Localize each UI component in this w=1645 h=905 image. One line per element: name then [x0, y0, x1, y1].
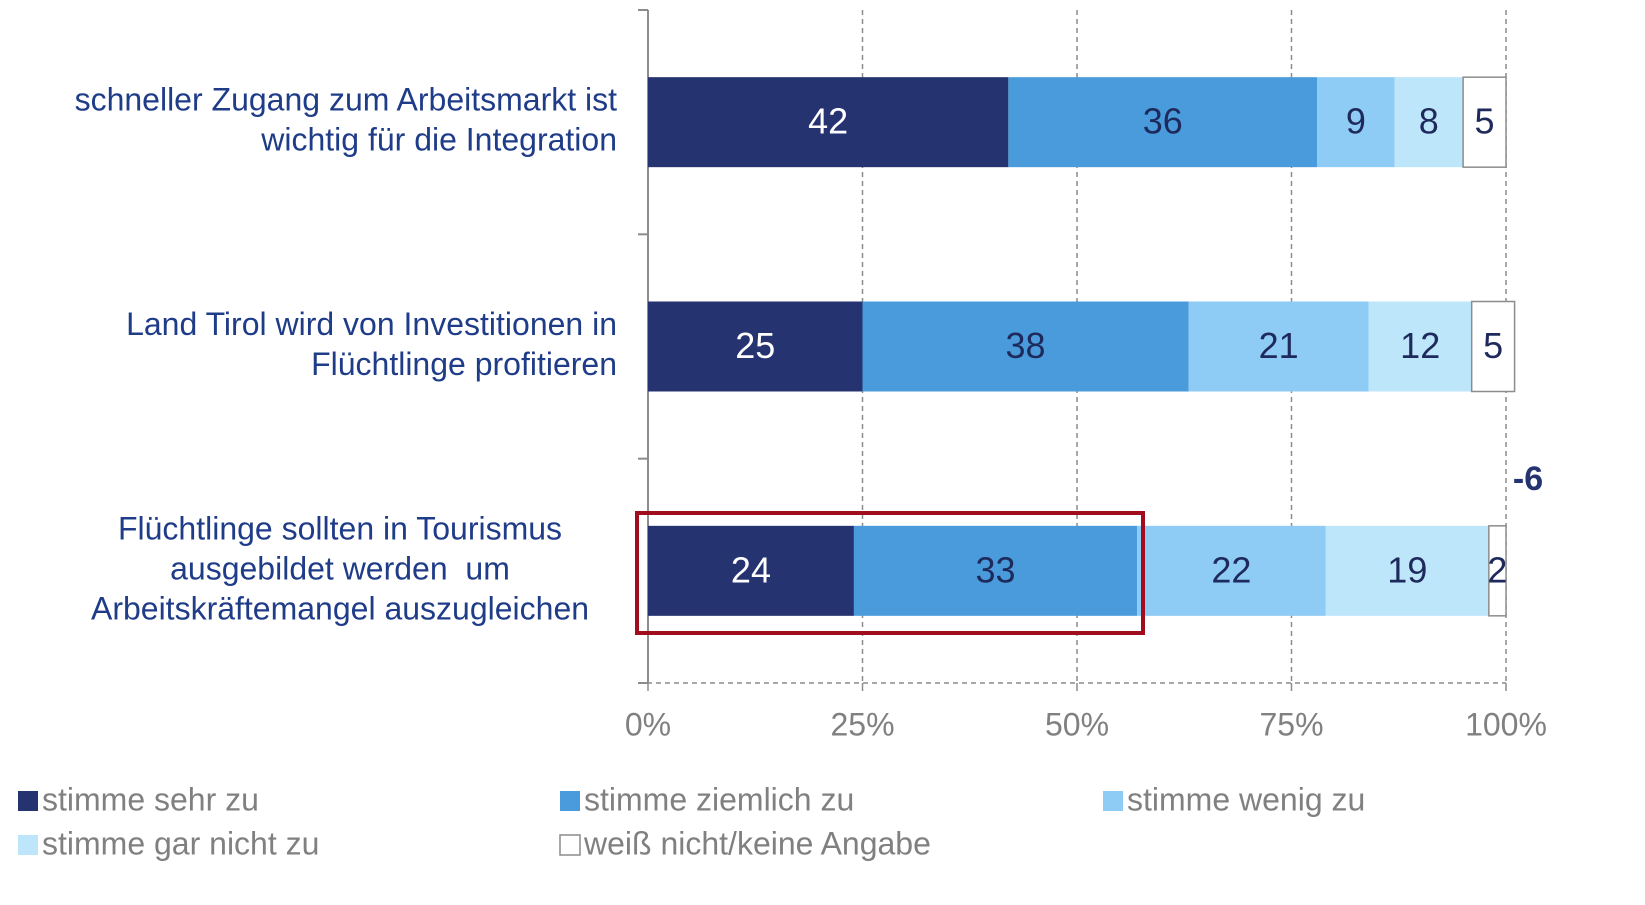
bar-segment — [1137, 525, 1326, 616]
data-label: 2 — [1487, 549, 1507, 590]
bar-segment — [853, 525, 1138, 616]
bar-segment — [1325, 525, 1489, 616]
bar-segment — [648, 77, 1009, 168]
category-label: schneller Zugang zum Arbeitsmarkt ist — [75, 82, 618, 118]
legend-label: stimme sehr zu — [42, 781, 259, 817]
category-label: Land Tirol wird von Investitionen in — [126, 306, 617, 342]
data-label: 22 — [1211, 549, 1251, 590]
data-label: 19 — [1387, 549, 1427, 590]
legend-label: stimme ziemlich zu — [584, 781, 854, 817]
highlight-box — [635, 511, 1145, 635]
bar-segment — [1470, 300, 1516, 393]
legend-label: stimme gar nicht zu — [42, 825, 319, 861]
x-tick-label: 25% — [830, 706, 894, 742]
legend-swatch — [18, 835, 38, 855]
legend-swatch — [18, 791, 38, 811]
data-label: 21 — [1259, 325, 1299, 366]
data-label: 38 — [1005, 325, 1045, 366]
data-label: 33 — [975, 549, 1015, 590]
bar-segment — [1462, 76, 1507, 168]
data-label: 12 — [1400, 325, 1440, 366]
data-label: 5 — [1475, 101, 1495, 142]
legend-swatch — [560, 791, 580, 811]
x-tick-label: 50% — [1045, 706, 1109, 742]
x-tick-label: 0% — [625, 706, 671, 742]
data-label: 9 — [1346, 101, 1366, 142]
bar-segment — [1188, 301, 1369, 392]
category-label: Arbeitskräftemangel auszugleichen — [91, 590, 589, 626]
bar-segment — [648, 525, 854, 616]
bar-segment — [862, 301, 1189, 392]
x-tick-label: 75% — [1259, 706, 1323, 742]
bar-segment — [1368, 301, 1472, 392]
bar-segment — [1394, 77, 1464, 168]
x-tick-label: 100% — [1465, 706, 1547, 742]
bar-segment — [1008, 77, 1318, 168]
data-label: 36 — [1143, 101, 1183, 142]
category-label: Flüchtlinge profitieren — [311, 346, 617, 382]
legend-label: weiß nicht/keine Angabe — [583, 825, 931, 861]
legend-swatch — [559, 834, 581, 856]
category-label: Flüchtlinge sollten in Tourismus — [118, 510, 562, 546]
category-label: wichtig für die Integration — [260, 122, 617, 158]
data-label: 25 — [735, 325, 775, 366]
annotation: -6 — [1513, 460, 1543, 498]
bar-segment — [1488, 525, 1507, 617]
category-label: ausgebildet werden um — [170, 550, 510, 586]
data-label: 24 — [731, 549, 771, 590]
legend-label: stimme wenig zu — [1127, 781, 1365, 817]
data-label: 5 — [1483, 325, 1503, 366]
bar-segment — [648, 301, 863, 392]
legend-swatch — [1103, 791, 1123, 811]
bar-segment — [1317, 77, 1395, 168]
data-label: 8 — [1419, 101, 1439, 142]
data-label: 42 — [808, 101, 848, 142]
